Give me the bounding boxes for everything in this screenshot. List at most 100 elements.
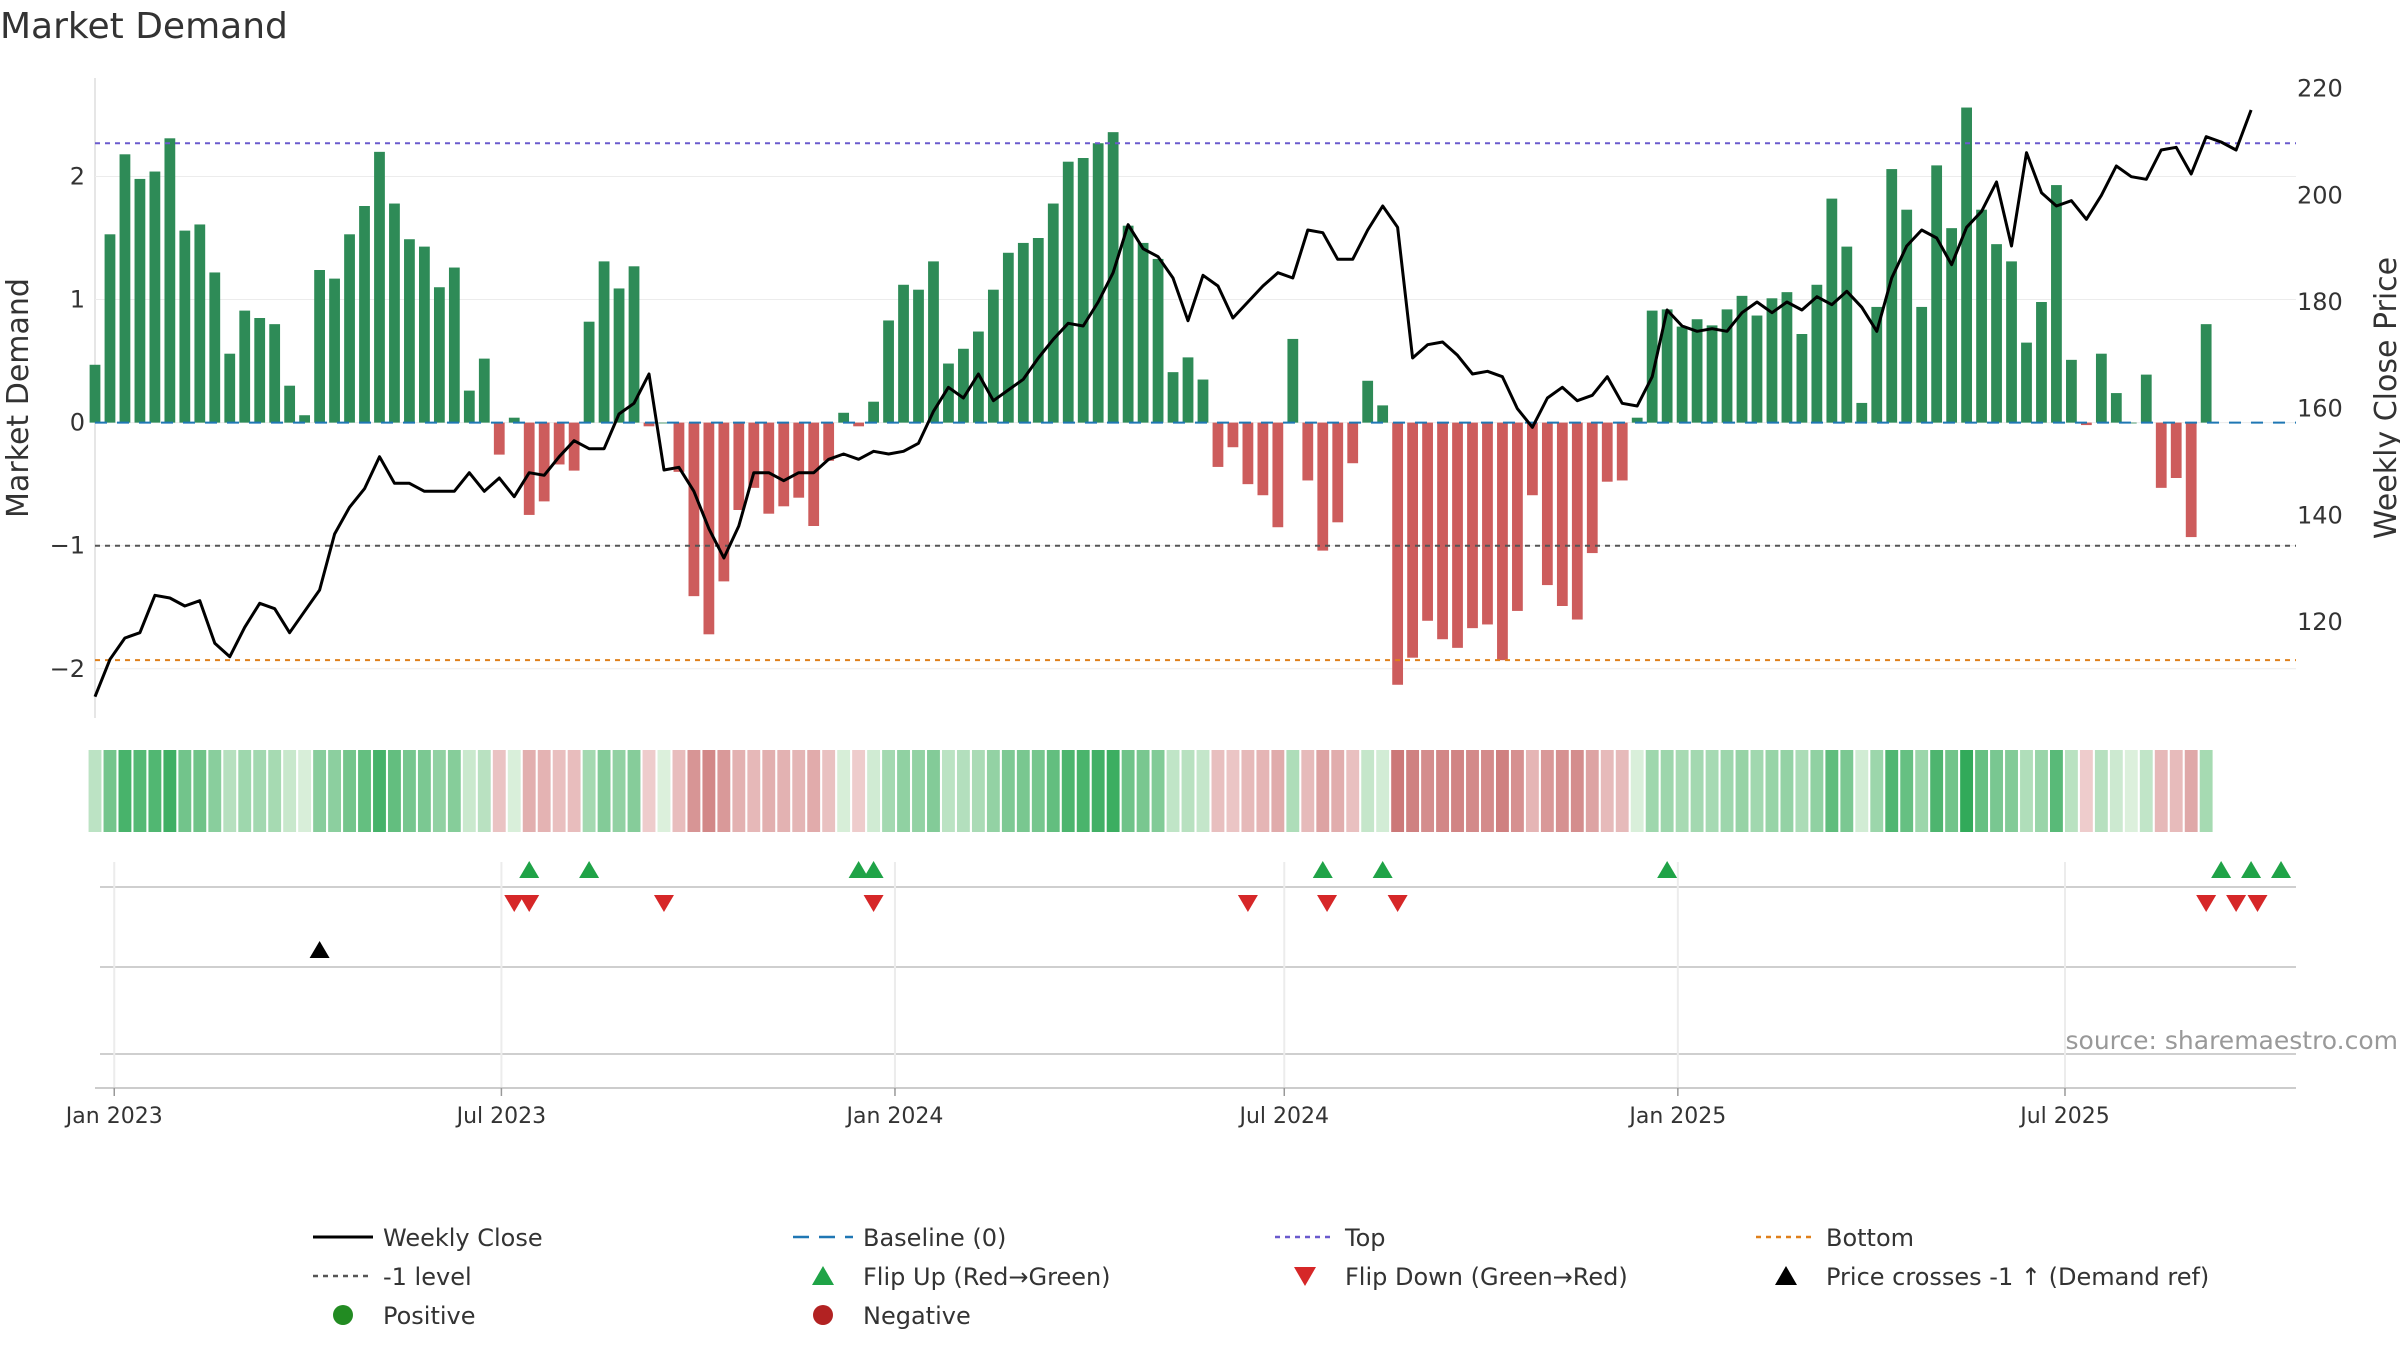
demand-bar <box>928 261 939 423</box>
demand-bar <box>239 310 251 423</box>
heat-strip-cell <box>567 750 581 832</box>
heat-strip-cell <box>1855 750 1869 832</box>
heat-strip-cell <box>1061 750 1075 832</box>
event-rows <box>100 861 2296 1090</box>
heat-strip-cell <box>1226 750 1240 832</box>
heat-strip-cell <box>1466 750 1479 832</box>
flip-up-marker <box>848 861 869 878</box>
demand-bar <box>1781 292 1793 423</box>
legend-label: -1 level <box>383 1263 472 1291</box>
legend-item-flip_up: Flip Up (Red→Green) <box>812 1263 1111 1291</box>
demand-bar <box>1332 422 1344 523</box>
heat-strip-cell <box>253 750 267 832</box>
heat-strip-cell <box>1750 750 1764 832</box>
heat-strip-cell <box>612 750 626 832</box>
heat-strip-cell <box>912 750 925 832</box>
heat-strip-cell <box>1975 750 1989 832</box>
heat-strip-cell <box>1525 750 1539 832</box>
heat-strip-cell <box>1211 750 1225 832</box>
heat-strip-cell <box>1690 750 1704 832</box>
heat-strip-cell <box>1196 750 1210 832</box>
demand-bar <box>1826 198 1838 423</box>
flip-down-marker <box>1387 895 1408 912</box>
heat-strip-cell <box>268 750 282 832</box>
legend-item-flip_down: Flip Down (Green→Red) <box>1294 1263 1628 1291</box>
demand-bar <box>1976 209 1987 423</box>
heat-strip-cell <box>1091 750 1105 832</box>
demand-bar <box>1526 422 1538 496</box>
heat-strip-cell <box>1421 750 1435 832</box>
heat-strip-cell <box>1615 750 1629 832</box>
demand-bar <box>1077 158 1089 423</box>
demand-bar <box>1092 143 1104 423</box>
demand-bar <box>1541 422 1553 586</box>
demand-bar <box>1302 422 1314 481</box>
demand-bar <box>1916 306 1928 423</box>
heat-strip-cell <box>118 750 132 832</box>
demand-bar <box>463 390 475 423</box>
heat-strip-cell <box>1076 750 1090 832</box>
heat-strip-cell <box>1915 750 1929 832</box>
demand-bar <box>2021 342 2032 423</box>
demand-bar <box>1017 242 1029 423</box>
heat-strip-cell <box>1720 750 1734 832</box>
flip-up-marker <box>1657 861 1678 878</box>
heat-strip-cell <box>597 750 611 832</box>
demand-bar <box>119 154 131 423</box>
demand-bar <box>1721 309 1733 423</box>
demand-bar <box>808 422 820 526</box>
heat-strip-cell <box>133 750 147 832</box>
legend-label: Flip Up (Red→Green) <box>863 1263 1111 1291</box>
demand-bar <box>224 353 236 423</box>
heat-strip-cell <box>313 750 327 832</box>
heat-strip-cell <box>1795 750 1809 832</box>
heat-strip-cell <box>2005 750 2018 832</box>
demand-bar <box>943 363 954 423</box>
heat-strip-cell <box>298 750 312 832</box>
demand-bar <box>583 321 595 423</box>
demand-bar <box>2006 261 2017 423</box>
demand-bar <box>1362 380 1374 423</box>
demand-bar <box>1242 422 1254 485</box>
demand-bar <box>1227 422 1239 448</box>
legend-swatch <box>812 1266 834 1285</box>
heat-strip-cell <box>956 750 970 832</box>
demand-bar <box>733 422 745 510</box>
demand-bar <box>823 422 835 461</box>
legend-label: Flip Down (Green→Red) <box>1345 1263 1628 1291</box>
heat-strip-cell <box>2154 750 2168 832</box>
demand-bar <box>1796 334 1808 423</box>
date-axis: Jan 2023 Jul 2023 Jan 2024 Jul 2024 Jan 2025… <box>64 1087 2296 1129</box>
demand-bar <box>1182 357 1194 423</box>
heat-strip-cell <box>986 750 1000 832</box>
heat-strip-cell <box>882 750 895 832</box>
heat-strip-cell <box>522 750 536 832</box>
y2-tick-label: 160 <box>2297 395 2343 423</box>
demand-bar <box>913 289 924 423</box>
y2-tick-label: 220 <box>2297 75 2343 103</box>
heat-strip-cell <box>507 750 521 832</box>
heat-strip-cell <box>1046 750 1060 832</box>
flip-up-marker <box>1312 861 1333 878</box>
heat-strip-cell <box>1346 750 1360 832</box>
demand-bar <box>2066 359 2077 423</box>
heat-strip-cell <box>373 750 386 832</box>
demand-bar <box>598 261 610 423</box>
date-tick-label: Jan 2023 <box>64 1104 163 1129</box>
heat-strip-cell <box>1241 750 1255 832</box>
heat-strip-cell <box>1016 750 1030 832</box>
heat-strip-cell <box>897 750 910 832</box>
demand-bar <box>613 288 625 423</box>
heat-strip-cell <box>163 750 177 832</box>
legend-label: Positive <box>383 1302 476 1330</box>
heat-strip-cell <box>2020 750 2033 832</box>
heat-strip-cell <box>837 750 851 832</box>
demand-bar <box>1002 252 1014 423</box>
heat-strip-cell <box>1735 750 1749 832</box>
demand-bar <box>164 138 176 423</box>
demand-bar <box>1931 165 1943 423</box>
demand-bar <box>1347 422 1359 464</box>
demand-bar <box>628 266 640 423</box>
heat-strip-cell <box>1286 750 1300 832</box>
heat-strip-cell <box>462 750 476 832</box>
